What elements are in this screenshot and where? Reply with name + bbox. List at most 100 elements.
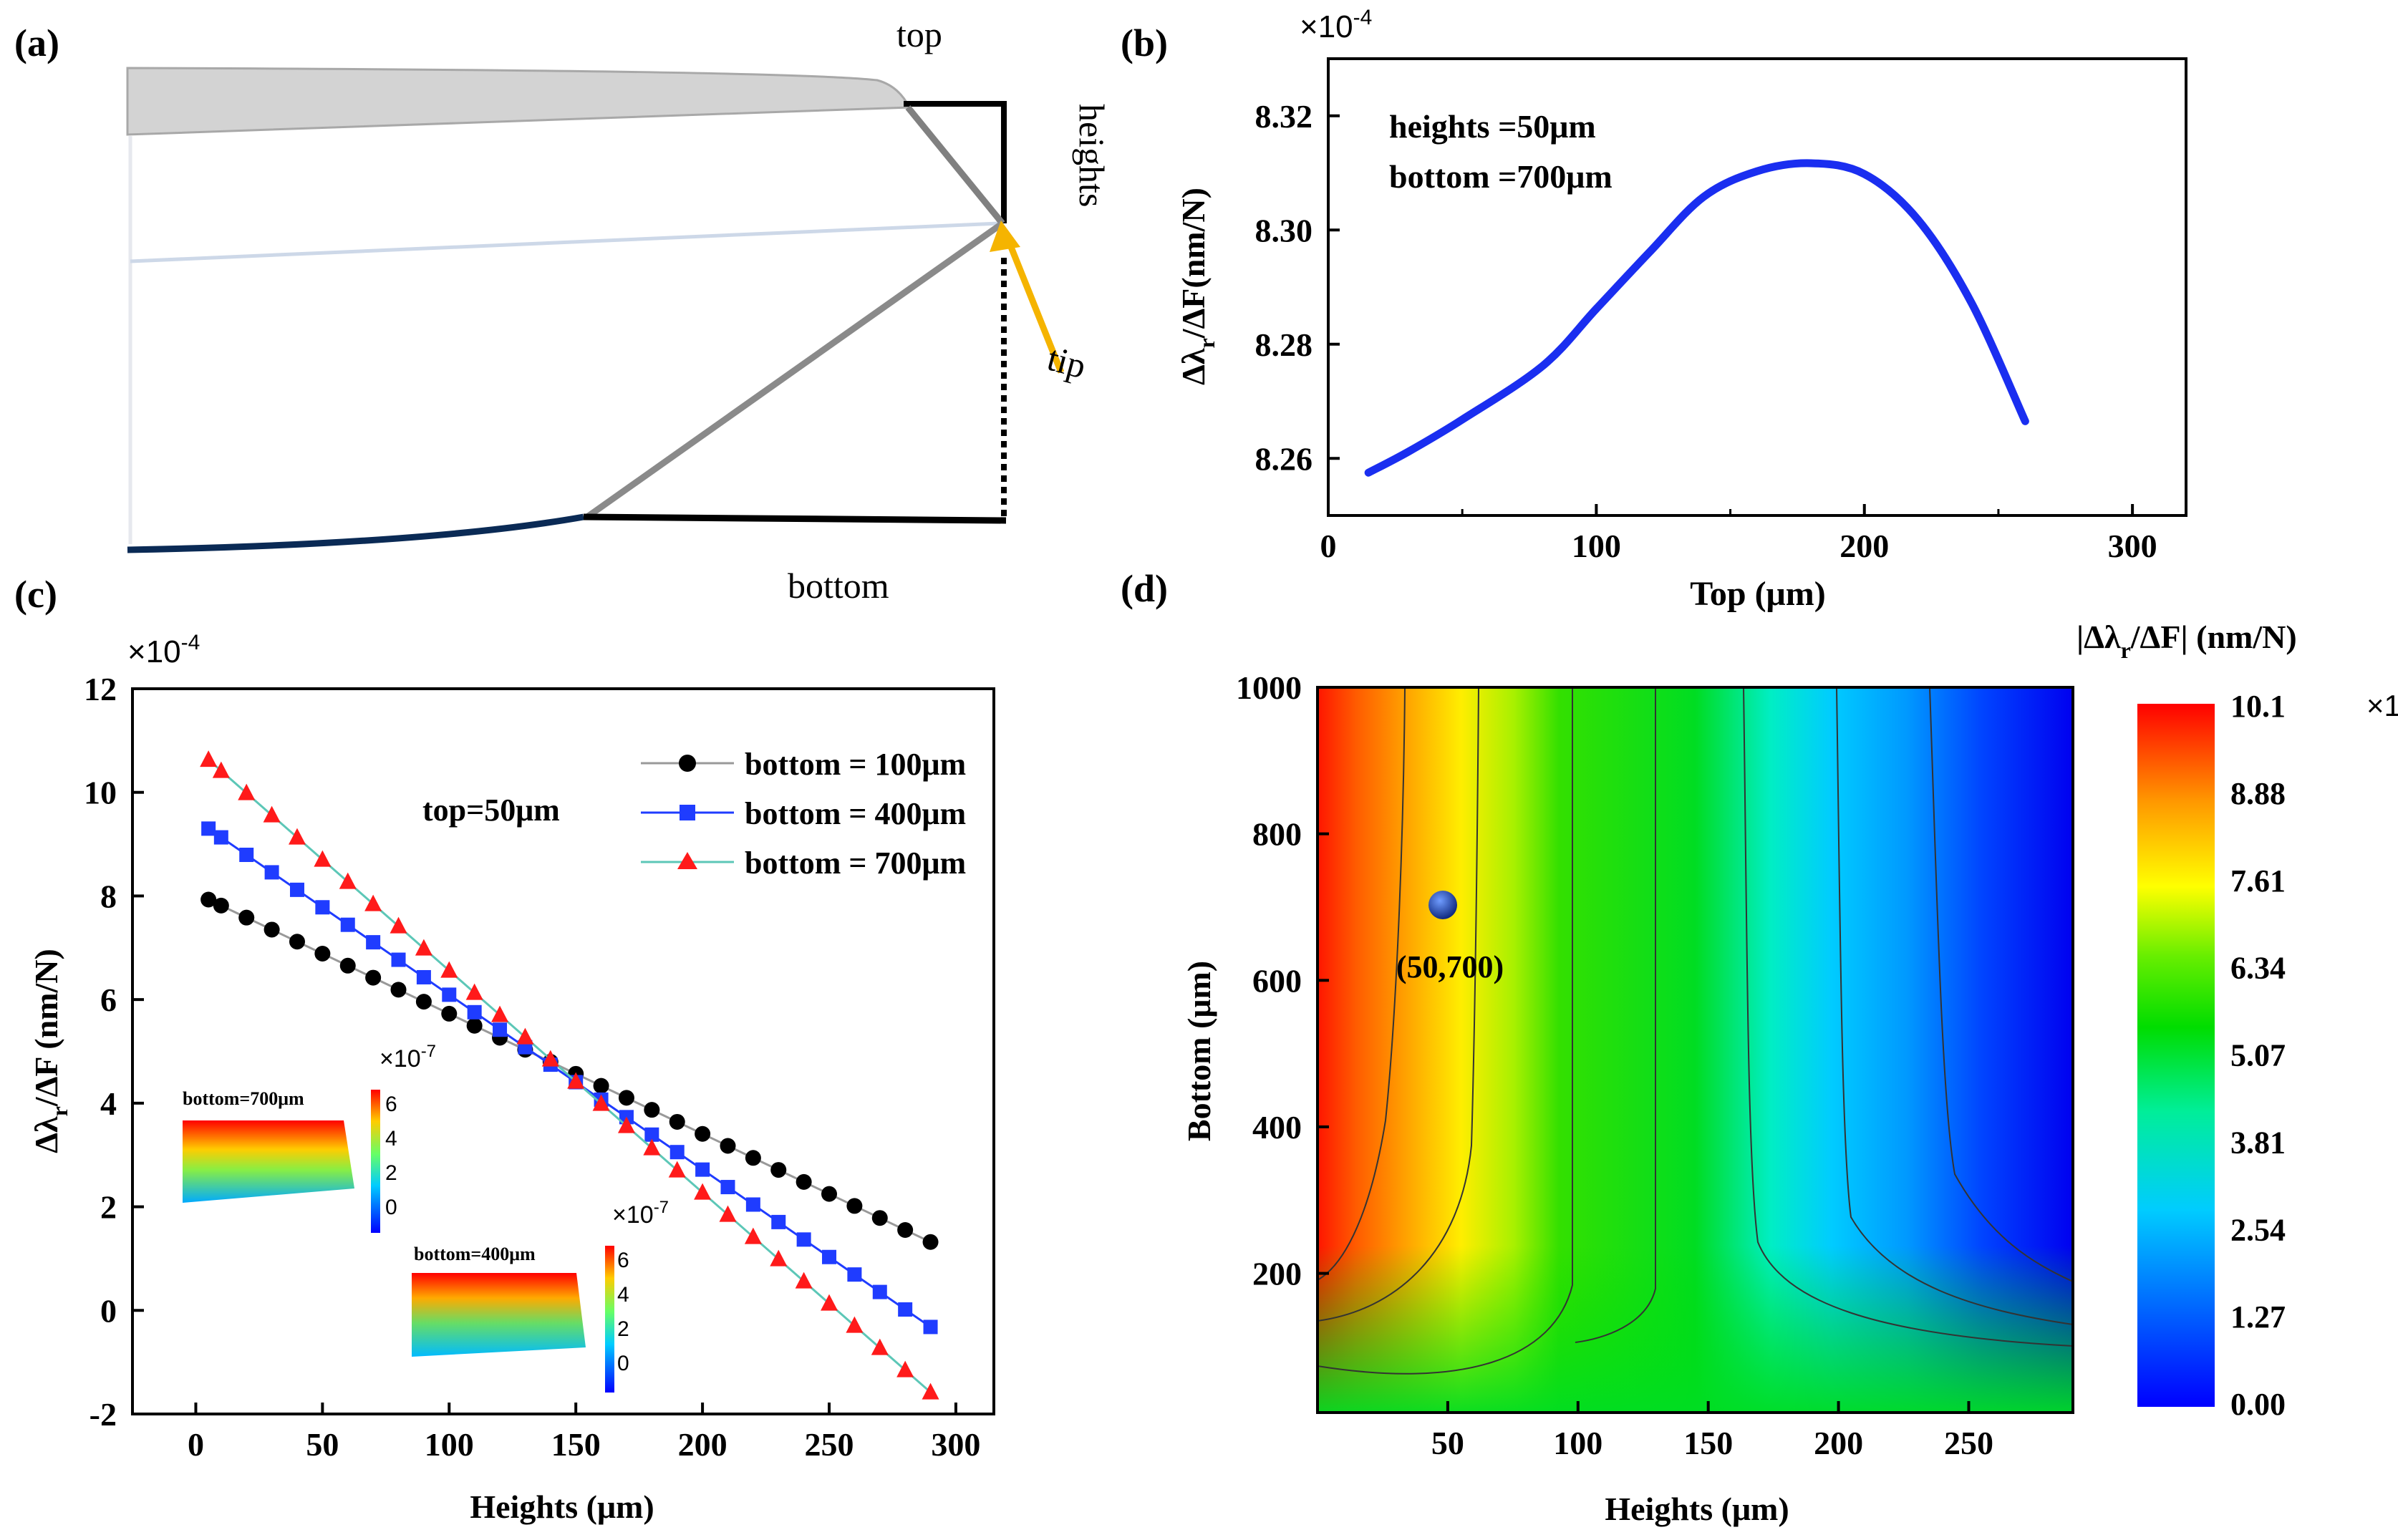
series-bottom-100-point bbox=[200, 891, 217, 908]
series-bottom-400-point bbox=[442, 987, 457, 1002]
chart-c-frame bbox=[131, 687, 995, 1415]
chart-b-ytick-label: 8.32 bbox=[1255, 98, 1313, 135]
inset-700-title: bottom=700μm bbox=[183, 1088, 304, 1109]
series-bottom-400-point bbox=[923, 1319, 938, 1335]
chart-b-ytick-label: 8.28 bbox=[1255, 326, 1313, 363]
series-bottom-700-point bbox=[200, 750, 218, 767]
chart-b-xtick-label: 300 bbox=[2108, 528, 2157, 564]
legend-text-700: bottom = 700μm bbox=[745, 846, 966, 881]
panel-d: (d) (50,700) 200 400 600 800 1000 50 100 150 20… bbox=[1121, 567, 2398, 1527]
series-bottom-100-point bbox=[922, 1234, 939, 1250]
heatmap-area bbox=[1318, 687, 2073, 1413]
series-bottom-700-point bbox=[567, 1072, 585, 1089]
chart-b-y-axis: 8.26 8.28 8.30 8.32 bbox=[1255, 98, 1340, 477]
series-bottom-400-point bbox=[822, 1249, 837, 1264]
series-bottom-100-point bbox=[644, 1102, 660, 1118]
top-bracket bbox=[904, 101, 1007, 223]
chart-d-ytick-label: 200 bbox=[1252, 1256, 1302, 1292]
chart-d-x-axis: 50 100 150 200 250 bbox=[1431, 1401, 1993, 1461]
inset-700-tick-6: 6 bbox=[385, 1093, 397, 1116]
inset-400-colorbar bbox=[605, 1246, 614, 1393]
heatmap-contours bbox=[1318, 687, 2073, 1375]
series-bottom-100-point bbox=[821, 1186, 838, 1202]
chart-c-annotation: top=50μm bbox=[422, 793, 560, 828]
series-bottom-700-point bbox=[795, 1272, 813, 1289]
colorbar-multiplier: ×10-4 bbox=[2366, 685, 2398, 722]
legend-text-400: bottom = 400μm bbox=[745, 796, 966, 831]
series-bottom-100-point bbox=[695, 1125, 711, 1142]
chart-c-xtick-label: 200 bbox=[678, 1426, 727, 1463]
series-bottom-100-point bbox=[466, 1017, 483, 1034]
legend-text-100: bottom = 100μm bbox=[745, 747, 966, 782]
series-bottom-700-point bbox=[821, 1294, 838, 1311]
chart-d-ylabel: Bottom (μm) bbox=[1181, 961, 1217, 1141]
top-disc bbox=[126, 67, 912, 136]
colorbar-tick-label: 3.81 bbox=[2230, 1125, 2286, 1160]
series-bottom-100-point bbox=[365, 969, 382, 986]
chart-c-xtick-label: 100 bbox=[425, 1426, 474, 1463]
bottom-disc-edge bbox=[127, 513, 584, 553]
series-bottom-400-point bbox=[264, 865, 279, 880]
series-bottom-100-point bbox=[390, 982, 407, 998]
chart-c-xlabel: Heights (μm) bbox=[470, 1488, 654, 1525]
inset-700-tick-2: 2 bbox=[385, 1161, 397, 1185]
inset-bottom-400: bottom=400μm ×10-7 6 4 2 0 bbox=[412, 1198, 669, 1393]
chart-c-xtick-label: 150 bbox=[551, 1426, 601, 1463]
series-bottom-700-point bbox=[744, 1227, 762, 1244]
chart-b-ytick-label: 8.26 bbox=[1255, 440, 1313, 477]
chart-b-x-axis: 0 100 200 300 bbox=[1320, 504, 2157, 564]
chart-c-x-axis: 0 50 100 150 200 250 300 bbox=[188, 1403, 980, 1463]
chart-d-xlabel: Heights (μm) bbox=[1605, 1491, 1789, 1527]
chart-c-ytick-label: 4 bbox=[100, 1085, 117, 1122]
chart-b-multiplier: ×10-4 bbox=[1300, 6, 1372, 44]
series-bottom-700-point bbox=[339, 872, 357, 889]
series-bottom-700-point bbox=[668, 1161, 686, 1178]
panel-a-label: (a) bbox=[14, 21, 59, 64]
series-bottom-100-point bbox=[339, 957, 356, 974]
series-bottom-400-point bbox=[720, 1180, 735, 1195]
colorbar-tick-label: 6.34 bbox=[2230, 951, 2286, 986]
heatmap-marker-label: (50,700) bbox=[1396, 949, 1504, 984]
series-bottom-700-point bbox=[516, 1027, 534, 1045]
series-bottom-100-point bbox=[238, 909, 255, 926]
colorbar-tick-label: 0.00 bbox=[2230, 1387, 2286, 1422]
series-bottom-700-point bbox=[846, 1316, 864, 1333]
series-bottom-700-point bbox=[871, 1338, 889, 1355]
slant-edge-line bbox=[585, 221, 1005, 520]
series-bottom-700-point bbox=[212, 761, 230, 778]
inset-700-multiplier: ×10-7 bbox=[379, 1042, 436, 1072]
chart-d-xtick-label: 100 bbox=[1553, 1425, 1602, 1461]
series-bottom-400-point bbox=[391, 952, 406, 967]
series-bottom-400-point bbox=[796, 1232, 811, 1247]
inset-700-colorbar bbox=[371, 1090, 380, 1233]
panel-d-label: (d) bbox=[1121, 567, 1168, 610]
chart-b-xtick-label: 100 bbox=[1572, 528, 1621, 564]
inset-400-tick-0: 0 bbox=[617, 1352, 629, 1375]
tip-arrow-head bbox=[990, 221, 1020, 252]
series-bottom-700-point bbox=[415, 939, 432, 956]
series-bottom-400-point bbox=[315, 900, 330, 915]
series-bottom-400-point bbox=[340, 917, 355, 932]
series-bottom-100-point bbox=[897, 1221, 914, 1238]
series-bottom-400-point bbox=[847, 1267, 862, 1282]
series-bottom-700-point bbox=[288, 828, 306, 845]
series-bottom-400-point bbox=[745, 1197, 760, 1212]
inset-400-title: bottom=400μm bbox=[414, 1244, 536, 1264]
series-bottom-400-point bbox=[239, 847, 254, 862]
chart-c-ytick-label: 2 bbox=[100, 1189, 117, 1226]
label-top: top bbox=[896, 14, 942, 54]
panel-b-label: (b) bbox=[1121, 21, 1168, 64]
series-bottom-100-point bbox=[770, 1162, 787, 1178]
tip-arrow-shaft bbox=[1005, 238, 1065, 374]
series-bottom-700-point bbox=[364, 894, 382, 911]
label-heights: heights bbox=[1072, 104, 1112, 207]
series-bottom-400-point bbox=[289, 882, 304, 897]
tip-plane-curve bbox=[130, 221, 1000, 263]
series-bottom-400-point bbox=[416, 969, 431, 984]
series-bottom-400-point bbox=[644, 1127, 659, 1142]
top-edge-line bbox=[905, 105, 1005, 226]
series-bottom-400-point bbox=[201, 821, 216, 836]
chart-c-y-axis: -2 0 2 4 6 8 10 12 bbox=[84, 671, 144, 1433]
series-bottom-100-point bbox=[871, 1210, 888, 1226]
